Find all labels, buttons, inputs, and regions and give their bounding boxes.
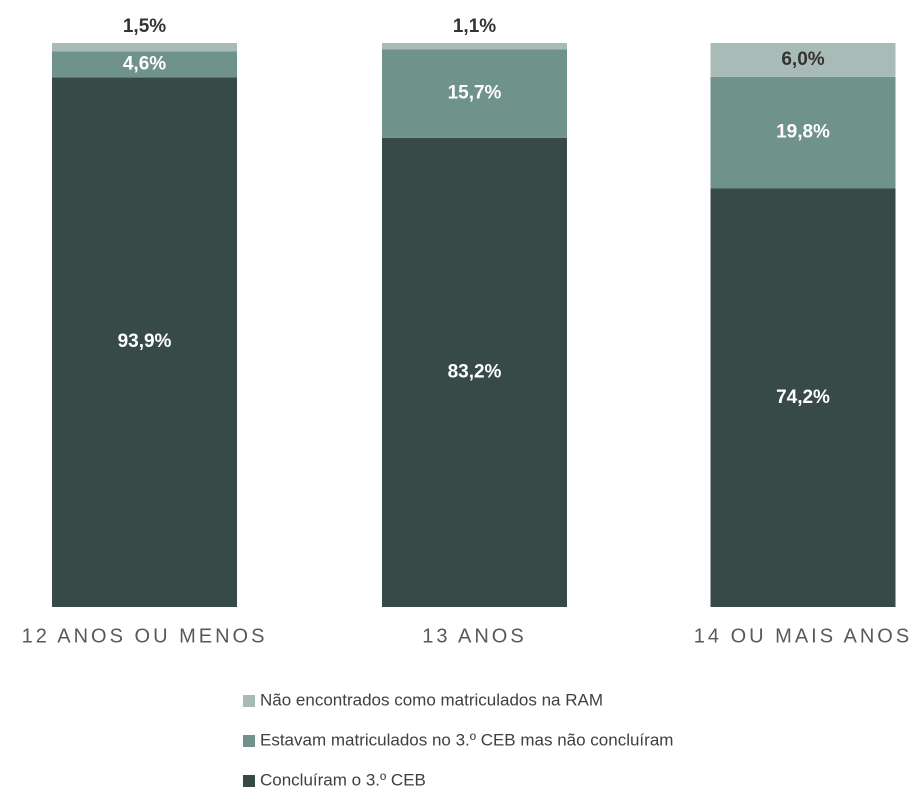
legend-label: Não encontrados como matriculados na RAM — [260, 690, 603, 709]
bar-segment — [710, 43, 896, 77]
bar-segment — [710, 76, 896, 189]
value-label: 19,8% — [776, 122, 830, 143]
value-label: 1,1% — [453, 16, 496, 37]
value-label: 4,6% — [123, 53, 166, 74]
value-label: 83,2% — [448, 361, 502, 382]
bar-segment — [382, 137, 567, 607]
legend-swatch — [243, 695, 255, 707]
bar-segment — [382, 43, 567, 50]
value-label: 15,7% — [448, 82, 502, 103]
x-tick-label: 12 ANOS OU MENOS — [22, 625, 268, 647]
bar-segment — [52, 77, 237, 608]
value-label: 6,0% — [781, 49, 824, 70]
x-tick-label: 13 ANOS — [422, 625, 526, 647]
bar-segment — [52, 51, 237, 78]
legend-swatch — [243, 775, 255, 787]
bar-segment — [710, 188, 896, 607]
legend-label: Concluíram o 3.º CEB — [260, 770, 426, 789]
value-label: 74,2% — [776, 387, 830, 408]
bar-segment — [382, 49, 567, 138]
value-label: 93,9% — [118, 331, 172, 352]
x-tick-label: 14 OU MAIS ANOS — [694, 625, 912, 647]
bar-segment — [52, 43, 237, 52]
legend-label: Estavam matriculados no 3.º CEB mas não … — [260, 730, 673, 749]
value-label: 1,5% — [123, 16, 166, 37]
legend-swatch — [243, 735, 255, 747]
